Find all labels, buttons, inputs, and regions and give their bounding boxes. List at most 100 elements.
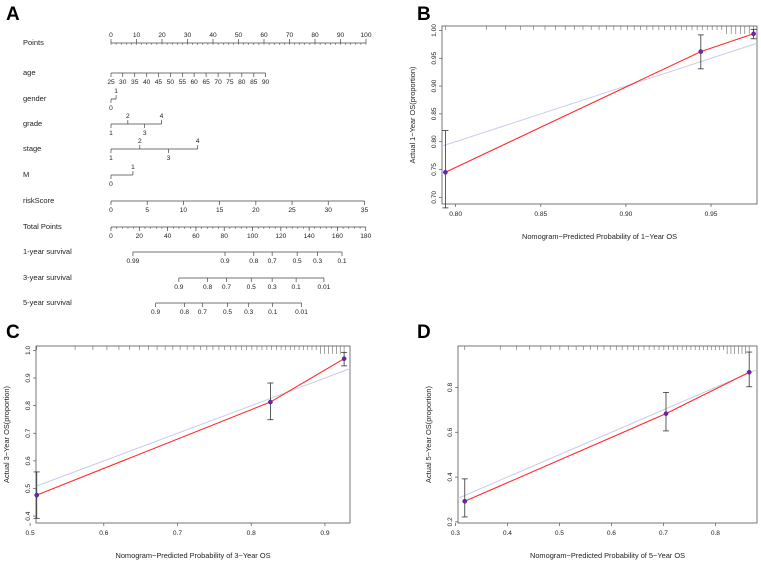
nomogram-tick-label: 60 <box>260 32 268 39</box>
data-point-1 <box>34 492 40 498</box>
nomogram-tick-label: 0.8 <box>180 309 189 316</box>
nomogram-tick-label: 0.1 <box>292 284 301 291</box>
nomogram-tick-label: 140 <box>304 233 315 240</box>
x-tick-label: 0.5 <box>26 530 35 537</box>
nomogram-label-stage: stage <box>23 144 41 153</box>
x-tick-label: 0.4 <box>503 530 512 537</box>
nomogram-tick-label: 0.5 <box>247 284 256 291</box>
calibration-plot-3-year: C 0.5 0.6 0.7 0.8 0.9 0.4 0.5 0.6 0.7 0.8 0.9 1.0 Nom… <box>2 322 351 560</box>
y-tick-label: 0.8 <box>25 401 32 410</box>
nomogram-tick-label: 0.7 <box>198 309 207 316</box>
y-tick-label: 0.85 <box>431 107 438 120</box>
nomogram-tick-label: 0 <box>109 181 113 188</box>
nomogram-tick-label: 0 <box>109 32 113 39</box>
ideal-reference-line <box>457 369 758 499</box>
nomogram-label-total: Total Points <box>23 222 62 231</box>
data-point-3 <box>751 31 756 37</box>
nomogram-tick-label: 35 <box>131 79 139 86</box>
nomogram-label-riskscore: riskScore <box>23 196 54 205</box>
nomogram-tick-label: 0.01 <box>318 284 331 291</box>
plot-frame-c <box>35 345 351 524</box>
nomogram-tick-label: 80 <box>238 79 246 86</box>
x-tick-label: 0.6 <box>607 530 616 537</box>
nomogram-tick-label: 60 <box>190 79 198 86</box>
nomogram-label-surv1: 1-year survival <box>23 247 72 256</box>
nomogram-tick-label: 0.5 <box>223 309 232 316</box>
nomogram-tick-label: 0.3 <box>244 309 253 316</box>
panel-letter-c: C <box>6 322 20 343</box>
nomogram-tick-label: 40 <box>143 79 151 86</box>
x-tick-label: 0.6 <box>99 530 108 537</box>
x-axis-title: Nomogram−Predicted Probability of 1−Year… <box>522 232 677 241</box>
plot-frame-d <box>457 345 758 524</box>
nomogram-tick-label: 10 <box>133 32 141 39</box>
nomogram-tick-label: 0.8 <box>203 284 212 291</box>
nomogram-tick-label: 40 <box>164 233 172 240</box>
nomogram-tick-label: 70 <box>286 32 294 39</box>
data-point-3 <box>341 356 347 362</box>
nomogram-tick-label: 20 <box>136 233 144 240</box>
nomogram-tick-label: 0 <box>109 233 113 240</box>
nomogram-tick-label: 40 <box>209 32 217 39</box>
nomogram-label-surv3: 3-year survival <box>23 273 72 282</box>
nomogram-tick-label: 100 <box>247 233 258 240</box>
nomogram-tick-label: 0.3 <box>313 258 322 265</box>
nomogram-tick-label: 35 <box>361 207 369 214</box>
y-tick-label: 0.70 <box>431 191 438 204</box>
nomogram-tick-label: 0.3 <box>268 284 277 291</box>
nomogram-tick-label: 0.5 <box>293 258 302 265</box>
ideal-reference-line <box>441 42 758 147</box>
nomogram-tick-label: 75 <box>226 79 234 86</box>
nomogram-tick-label: 180 <box>360 233 371 240</box>
nomogram-label-grade: grade <box>23 119 42 128</box>
nomogram-tick-label: 60 <box>192 233 200 240</box>
calibration-line <box>36 358 345 496</box>
x-tick-label: 0.7 <box>173 530 182 537</box>
y-tick-label: 0.6 <box>447 427 454 436</box>
nomogram-tick-label: 0.8 <box>249 258 258 265</box>
nomogram-tick-label: 15 <box>216 207 224 214</box>
x-tick-label: 0.3 <box>451 530 460 537</box>
nomogram-tick-label: 100 <box>360 32 371 39</box>
data-point-3 <box>746 369 752 375</box>
x-tick-label: 0.9 <box>320 530 329 537</box>
panel-letter-a: A <box>6 4 20 25</box>
nomogram-tick-label: 0.7 <box>268 258 277 265</box>
nomogram-tick-label: 0.9 <box>220 258 229 265</box>
nomogram-tick-label: 1 <box>109 130 113 137</box>
nomogram-tick-label: 30 <box>184 32 192 39</box>
nomogram-label-points: Points <box>23 38 44 47</box>
ideal-reference-line <box>35 368 351 487</box>
nomogram-label-surv5: 5-year survival <box>23 298 72 307</box>
nomogram-tick-label: 3 <box>167 155 171 162</box>
nomogram-label-gender: gender <box>23 94 47 103</box>
data-point-2 <box>663 411 669 417</box>
nomogram-tick-label: 10 <box>180 207 188 214</box>
nomogram-tick-label: 70 <box>214 79 222 86</box>
nomogram-tick-label: 2 <box>138 138 142 145</box>
x-tick-label: 0.95 <box>705 211 718 218</box>
nomogram-label-age: age <box>23 68 36 77</box>
nomogram-tick-label: 50 <box>235 32 243 39</box>
nomogram-tick-label: 55 <box>179 79 187 86</box>
calibration-plot-1-year: B 0.80 0.85 0.90 0.95 0.70 0.75 0.80 0.85 0.90 0.9… <box>408 4 758 241</box>
nomogram-tick-label: 0.1 <box>337 258 346 265</box>
nomogram-tick-label: 20 <box>158 32 166 39</box>
x-tick-label: 0.80 <box>449 211 462 218</box>
nomogram-tick-label: 0.99 <box>127 258 140 265</box>
y-tick-label: 0.95 <box>431 52 438 65</box>
x-tick-label: 0.90 <box>619 211 632 218</box>
nomogram-tick-label: 25 <box>107 79 115 86</box>
nomogram-tick-label: 5 <box>145 207 149 214</box>
nomogram-tick-label: 120 <box>275 233 286 240</box>
y-tick-label: 0.5 <box>25 484 32 493</box>
nomogram-tick-label: 80 <box>221 233 229 240</box>
plot-frame-b <box>441 25 758 205</box>
nomogram-tick-label: 80 <box>311 32 319 39</box>
nomogram-tick-label: 0.7 <box>222 284 231 291</box>
data-point-2 <box>698 49 704 54</box>
nomogram-tick-label: 30 <box>325 207 333 214</box>
y-tick-label: 0.90 <box>431 79 438 92</box>
